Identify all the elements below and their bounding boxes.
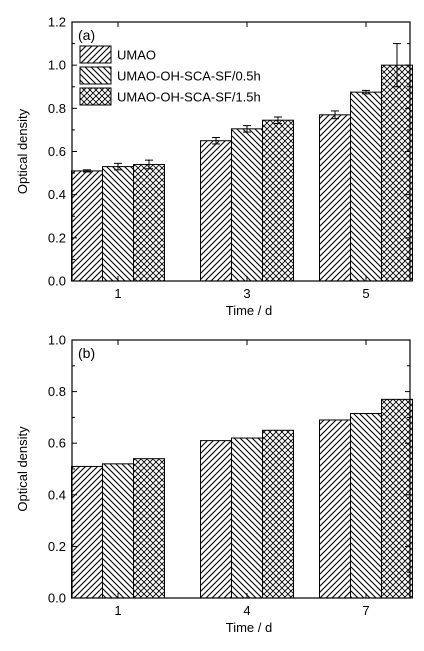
y-tick-label: 0.4 — [48, 187, 66, 202]
chart-panel-b: 0.0 0.2 0.4 0.6 0.8 1.0 1 4 7 Time / d Optical den… — [15, 333, 413, 635]
bar-s1-c1 — [71, 465, 103, 599]
legend-label-3: UMAO-OH-SCA-SF/1.5h — [117, 90, 261, 105]
bar-s2-c3 — [350, 413, 382, 599]
x-tick-label: 7 — [362, 603, 369, 618]
bar-s1-c3 — [319, 114, 351, 282]
bar-s1-c3 — [319, 419, 351, 599]
legend-swatch-3 — [79, 87, 112, 106]
bar-s3-c2 — [262, 119, 294, 282]
y-tick-label: 0.8 — [48, 384, 66, 399]
y-tick-label: 1.0 — [48, 333, 66, 348]
y-tick-label: 0.0 — [48, 274, 66, 289]
y-tick-label: 0.0 — [48, 591, 66, 606]
x-tick-label: 4 — [243, 603, 250, 618]
legend-swatch-2 — [79, 66, 112, 85]
legend-swatch-1 — [79, 45, 112, 64]
bar-s2-c2 — [231, 437, 263, 599]
y-tick-label: 1.0 — [48, 58, 66, 73]
y-tick-label: 0.2 — [48, 230, 66, 245]
x-tick-label: 5 — [362, 286, 369, 301]
x-axis-label: Time / d — [226, 620, 272, 635]
y-axis-label: Optical density — [15, 108, 30, 194]
x-tick-label: 1 — [114, 286, 121, 301]
chart-panel-a: 0.0 0.2 0.4 0.6 0.8 1.0 1.2 1 3 5 Time / d Optical … — [15, 15, 413, 318]
x-axis-label: Time / d — [226, 303, 272, 318]
bar-s3-c1 — [133, 458, 165, 599]
x-tick-label: 3 — [243, 286, 250, 301]
bar-s3-c2 — [262, 429, 294, 599]
y-tick-label: 0.4 — [48, 487, 66, 502]
y-tick-label: 0.2 — [48, 539, 66, 554]
bar-s2-c1 — [102, 166, 134, 282]
bar-s3-c1 — [133, 163, 165, 282]
y-tick-label: 0.6 — [48, 144, 66, 159]
legend-label-1: UMAO — [117, 48, 156, 63]
y-axis-label: Optical density — [15, 426, 30, 512]
bar-s2-c2 — [231, 128, 263, 282]
x-tick-label: 1 — [114, 603, 121, 618]
y-tick-label: 0.6 — [48, 436, 66, 451]
bar-s3-c3 — [381, 398, 413, 599]
y-tick-label: 0.8 — [48, 101, 66, 116]
legend-label-2: UMAO-OH-SCA-SF/0.5h — [117, 69, 261, 84]
bar-s1-c2 — [200, 140, 232, 282]
bar-s2-c3 — [350, 91, 382, 282]
bar-s1-c1 — [71, 170, 103, 282]
bar-s1-c2 — [200, 440, 232, 599]
panel-label: (a) — [78, 27, 95, 43]
panel-label: (b) — [78, 345, 95, 361]
y-tick-label: 1.2 — [48, 15, 66, 30]
bar-s2-c1 — [102, 463, 134, 599]
